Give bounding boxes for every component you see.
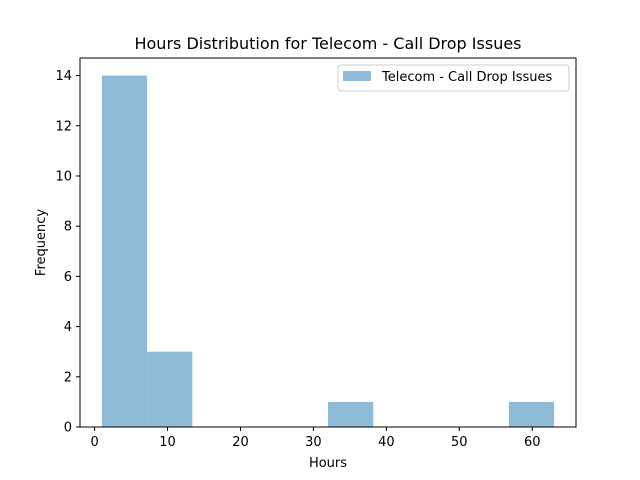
bars-group: [101, 75, 555, 428]
x-tick-label: 20: [232, 435, 249, 450]
y-tick-label: 8: [64, 220, 72, 235]
x-tick-label: 60: [524, 435, 541, 450]
x-axis-title: Hours: [309, 456, 347, 471]
bar-bin-9: [508, 401, 555, 427]
x-axis: 0 10 20 30 40 50 60: [90, 427, 541, 450]
y-tick-label: 0: [64, 421, 72, 436]
bar-bin-0: [101, 75, 148, 428]
x-tick-label: 40: [378, 435, 395, 450]
plot-frame: [79, 57, 577, 428]
y-axis-title: Frequency: [34, 209, 49, 276]
legend-swatch: [343, 71, 371, 81]
y-axis: 0 2 4 6 8 10 12 14: [55, 69, 80, 436]
legend-box: [337, 64, 570, 92]
x-tick-label: 10: [159, 435, 176, 450]
bar-bin-5: [328, 401, 374, 427]
y-tick-label: 6: [64, 270, 72, 285]
bar-bin-1: [147, 351, 193, 427]
x-tick-label: 0: [90, 435, 98, 450]
y-tick-label: 12: [55, 119, 72, 134]
chart-title: Hours Distribution for Telecom - Call Dr…: [134, 34, 521, 53]
x-tick-label: 50: [451, 435, 468, 450]
legend: Telecom - Call Drop Issues: [337, 64, 570, 92]
y-tick-label: 4: [64, 320, 72, 335]
y-tick-label: 14: [55, 69, 72, 84]
legend-label: Telecom - Call Drop Issues: [381, 70, 552, 85]
x-tick-label: 30: [305, 435, 322, 450]
y-tick-label: 2: [64, 370, 72, 385]
y-tick-label: 10: [55, 169, 72, 184]
